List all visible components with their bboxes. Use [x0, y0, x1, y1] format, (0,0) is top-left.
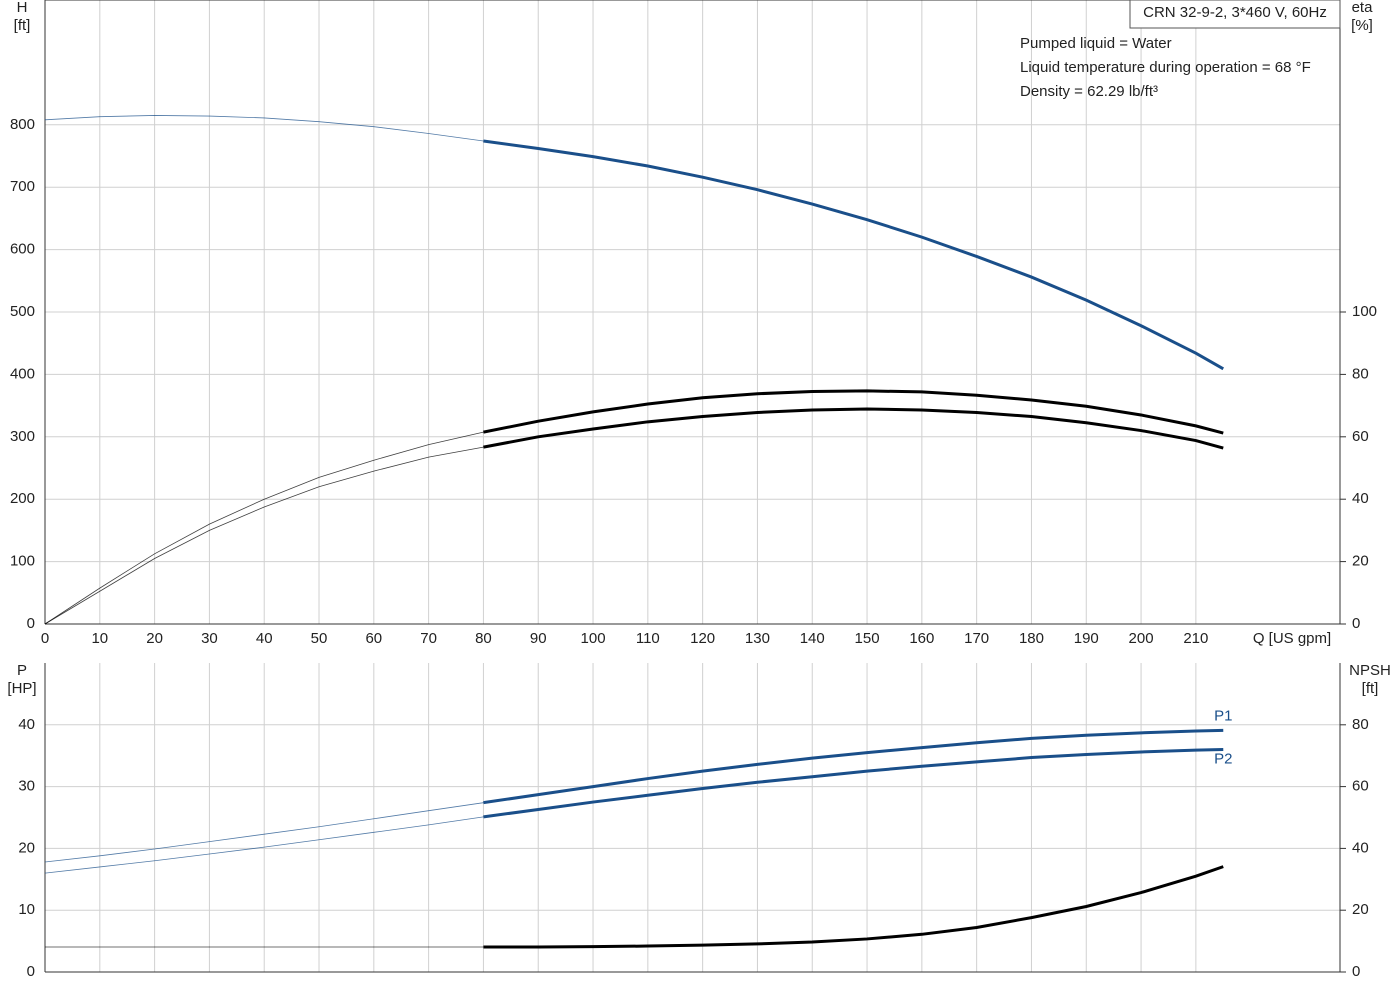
curve: [483, 728, 1224, 805]
y-tick-label: 0: [27, 963, 35, 980]
y-tick-label: 300: [10, 428, 35, 445]
y-tick-label: 20: [18, 839, 35, 856]
y-axis-unit: [ft]: [14, 17, 31, 34]
x-tick-label: 210: [1183, 630, 1208, 647]
y2-tick-label: 100: [1352, 303, 1377, 320]
note: Liquid temperature during operation = 68…: [1020, 59, 1311, 76]
curve: [483, 407, 1224, 450]
x-tick-label: 180: [1019, 630, 1044, 647]
x-tick-label: 0: [41, 630, 49, 647]
y-tick-label: 500: [10, 303, 35, 320]
chart-title: CRN 32-9-2, 3*460 V, 60Hz: [1143, 4, 1327, 21]
series-label: P2: [1214, 750, 1232, 767]
y2-tick-label: 80: [1352, 365, 1369, 382]
y-tick-label: 400: [10, 365, 35, 382]
x-tick-label: 190: [1074, 630, 1099, 647]
x-tick-label: 120: [690, 630, 715, 647]
x-tick-label: 160: [909, 630, 934, 647]
series-label: P1: [1214, 707, 1232, 724]
y2-axis-unit: [ft]: [1362, 680, 1379, 697]
x-tick-label: 130: [745, 630, 770, 647]
plot-layer: 0 10 20 30 40 50 60 70 80 90 100 110 120 130 140 150 160…: [7, 0, 1391, 980]
y-axis-label: H: [17, 0, 28, 16]
x-tick-label: 40: [256, 630, 273, 647]
y2-axis-unit: [%]: [1351, 17, 1373, 34]
y2-tick-label: 0: [1352, 963, 1360, 980]
curve: [44, 816, 484, 874]
curve: [44, 446, 484, 625]
x-tick-label: 70: [420, 630, 437, 647]
curve: [44, 431, 484, 625]
y2-tick-label: 40: [1352, 490, 1369, 507]
note: Density = 62.29 lb/ft³: [1020, 83, 1158, 100]
x-tick-label: 170: [964, 630, 989, 647]
note: Pumped liquid = Water: [1020, 35, 1172, 52]
y-tick-label: 30: [18, 778, 35, 795]
curve: [483, 748, 1224, 819]
x-tick-label: 50: [311, 630, 328, 647]
title-box: [1129, 0, 1341, 29]
x-axis-label: Q [US gpm]: [1253, 630, 1331, 647]
y-tick-label: 800: [10, 116, 35, 133]
y2-tick-label: 20: [1352, 901, 1369, 918]
x-tick-label: 60: [365, 630, 382, 647]
x-tick-label: 20: [146, 630, 163, 647]
x-tick-label: 10: [91, 630, 108, 647]
y-tick-label: 200: [10, 490, 35, 507]
x-tick-label: 90: [530, 630, 547, 647]
x-tick-label: 150: [855, 630, 880, 647]
y2-tick-label: 40: [1352, 839, 1369, 856]
y-tick-label: 0: [27, 615, 35, 632]
x-tick-label: 200: [1129, 630, 1154, 647]
x-tick-label: 30: [201, 630, 218, 647]
x-tick-label: 80: [475, 630, 492, 647]
curve: [44, 115, 484, 142]
x-tick-label: 110: [636, 630, 660, 647]
curve: [483, 865, 1224, 949]
y2-axis-label: eta: [1352, 0, 1374, 16]
y-tick-label: 100: [10, 553, 35, 570]
y-tick-label: 40: [18, 716, 35, 733]
y-tick-label: 700: [10, 178, 35, 195]
y-axis-label: P: [17, 662, 27, 679]
y2-tick-label: 20: [1352, 553, 1369, 570]
y-axis-unit: [HP]: [7, 680, 36, 697]
y2-tick-label: 60: [1352, 778, 1369, 795]
x-tick-label: 140: [800, 630, 825, 647]
y2-tick-label: 0: [1352, 615, 1360, 632]
x-tick-label: 100: [581, 630, 606, 647]
y2-tick-label: 60: [1352, 428, 1369, 445]
y2-tick-label: 80: [1352, 716, 1369, 733]
y-tick-label: 600: [10, 241, 35, 258]
y2-axis-label: NPSH: [1349, 662, 1391, 679]
curve: [44, 802, 484, 863]
curve: [483, 139, 1225, 371]
y-tick-label: 10: [18, 901, 35, 918]
curve: [483, 389, 1224, 435]
